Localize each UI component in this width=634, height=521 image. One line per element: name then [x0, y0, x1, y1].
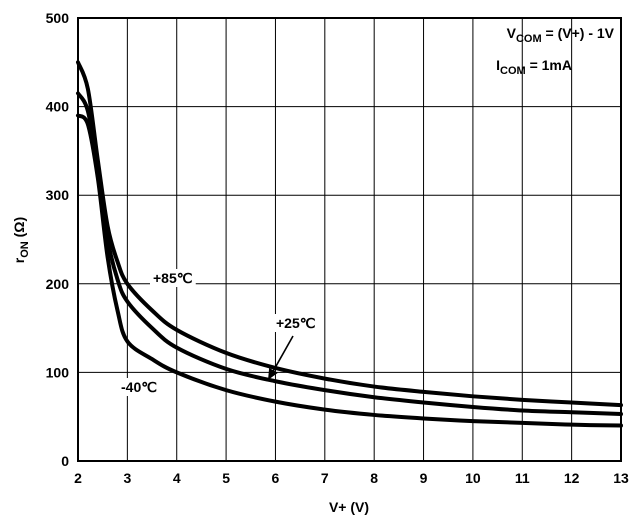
- y-tick-label: 100: [46, 364, 70, 380]
- x-tick-label: 4: [173, 470, 181, 486]
- condition-icom: ICOM = 1mA: [496, 57, 572, 77]
- series-line-minus40c: [76, 113, 623, 428]
- condition-vcom-sub: COM: [516, 33, 542, 45]
- x-tick-label: 13: [613, 470, 629, 486]
- y-axis-label-unit: (Ω): [11, 217, 27, 241]
- y-axis-label-main: r: [11, 257, 27, 263]
- x-tick-label: 12: [564, 470, 580, 486]
- annotation-arrow-shaft: [270, 335, 294, 376]
- series-group: [76, 60, 623, 428]
- x-axis-label: V+ (V): [329, 499, 369, 515]
- condition-icom-sub: COM: [500, 65, 526, 77]
- series-label-minus40c: -40℃: [121, 379, 157, 395]
- series-label-background: [150, 269, 196, 287]
- y-tick-label: 200: [46, 276, 70, 292]
- x-tick-label: 8: [370, 470, 378, 486]
- condition-vcom-rest: = (V+) - 1V: [542, 25, 615, 41]
- x-tick-label: 7: [321, 470, 329, 486]
- x-tick-labels: 2 3 4 5 6 7 8 9 10 11 12 13: [74, 470, 629, 486]
- annotation-arrow-head: [268, 367, 278, 380]
- y-tick-label: 500: [46, 10, 70, 26]
- y-tick-label: 400: [46, 99, 70, 115]
- y-tick-labels: 0 100 200 300 400 500: [46, 10, 70, 469]
- x-tick-label: 5: [222, 470, 230, 486]
- condition-icom-main: I: [496, 57, 500, 73]
- x-tick-label: 6: [272, 470, 280, 486]
- series-line-85c: [76, 60, 623, 408]
- condition-vcom-main: V: [507, 25, 517, 41]
- x-tick-label: 9: [420, 470, 428, 486]
- series-label-background: [273, 314, 319, 332]
- plot-frame: [77, 17, 622, 462]
- y-axis-label: rON (Ω): [11, 217, 31, 263]
- condition-vcom: VCOM = (V+) - 1V: [507, 25, 615, 45]
- series-label-25c: +25℃: [276, 315, 316, 331]
- series-label-85c: +85℃: [153, 270, 193, 286]
- series-labels: +85℃ +25℃ -40℃: [118, 269, 319, 396]
- y-axis-label-sub: ON: [19, 241, 31, 258]
- x-tick-label: 2: [74, 470, 82, 486]
- y-tick-label: 0: [61, 453, 69, 469]
- y-tick-label: 300: [46, 187, 70, 203]
- series-label-background: [118, 378, 161, 396]
- x-tick-label: 11: [515, 470, 530, 486]
- x-tick-label: 3: [123, 470, 131, 486]
- x-tick-label: 10: [465, 470, 481, 486]
- condition-icom-rest: = 1mA: [526, 57, 572, 73]
